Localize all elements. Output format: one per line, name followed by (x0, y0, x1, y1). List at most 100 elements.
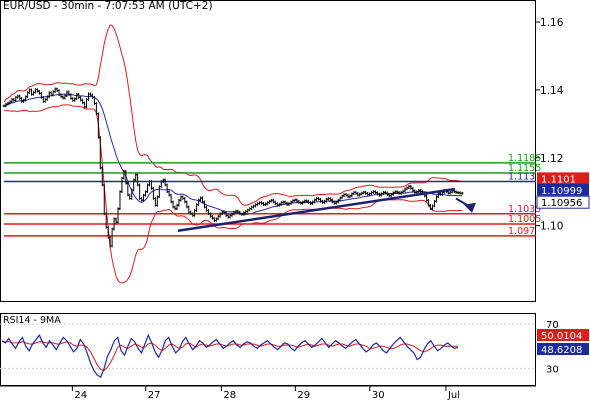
price-bar (138, 183, 142, 200)
level-label-4: 1.1005 (508, 214, 541, 225)
price-bar (356, 192, 360, 197)
price-bar (403, 187, 407, 193)
price-tick-label-3: 1.10 (540, 221, 563, 233)
price-bar (407, 184, 411, 190)
price-bar (256, 202, 260, 206)
price-bar (228, 214, 232, 219)
price-bar (226, 214, 230, 219)
price-bar (252, 204, 256, 209)
price-tag-red (537, 172, 589, 185)
price-bar (297, 199, 301, 204)
price-bar (181, 195, 185, 200)
price-bar (120, 176, 124, 194)
price-bar (352, 191, 356, 196)
price-bar (214, 217, 218, 222)
price-bar (250, 205, 254, 211)
price-bar (258, 201, 262, 205)
price-bar (354, 191, 358, 195)
price-bar (346, 193, 350, 199)
price-bar (411, 186, 415, 193)
price-bar (419, 189, 423, 194)
price-bar (94, 102, 98, 116)
price-tick-label-0: 1.16 (540, 17, 564, 29)
price-bar (132, 178, 136, 192)
price-bar (448, 190, 452, 195)
price-bar (71, 97, 75, 102)
time-tick-label-4: 30 (372, 390, 385, 400)
price-bar (342, 193, 346, 198)
price-bar (269, 198, 273, 203)
price-bar (212, 216, 216, 222)
price-bar (116, 207, 120, 224)
rsi-ma-value-tag (537, 329, 589, 341)
price-tick-label-2: 1.12 (540, 153, 563, 165)
price-bar (340, 194, 344, 200)
moving-average-line (3, 93, 462, 216)
time-tick-label-3: 29 (297, 390, 310, 400)
price-tag-blue (537, 183, 589, 196)
level-label-1: 1.1155 (508, 163, 541, 174)
price-bar (63, 94, 67, 100)
price-tag-outline (536, 195, 590, 209)
projection-arrow-head (464, 202, 476, 213)
price-bar (216, 214, 220, 221)
price-bar (254, 203, 258, 208)
price-bar (16, 94, 20, 99)
price-tick-label-1: 1.14 (540, 85, 564, 97)
rsi-ma-value-label: 50.0104 (541, 331, 582, 342)
level-label-0: 1.1185 (508, 153, 541, 164)
price-bar (61, 95, 65, 100)
price-bar (295, 198, 299, 203)
price-bar (315, 197, 319, 202)
price-bar (81, 98, 85, 105)
price-bar (157, 185, 161, 199)
price-bar (348, 194, 352, 199)
price-bar (358, 192, 362, 197)
price-bar (265, 201, 269, 206)
level-label-2: 1.113 (508, 172, 535, 183)
price-bar (370, 191, 374, 196)
price-bars (2, 87, 464, 248)
chart-title: EUR/USD - 30min - 7:07:53 AM (UTC+2) (3, 0, 213, 12)
trendline (177, 187, 456, 232)
price-bar (405, 186, 409, 191)
level-label-5: 1.097 (508, 226, 535, 237)
time-tick-label-5: Jul (447, 390, 460, 400)
rsi-value-label: 48.6208 (541, 345, 582, 356)
price-bar (124, 170, 128, 185)
price-bar (360, 191, 364, 196)
price-bar (31, 90, 35, 96)
price-bar (173, 205, 177, 211)
price-bar (35, 88, 39, 93)
rsi-title: RSI14 - 9MA (3, 315, 61, 326)
time-tick-label-2: 28 (223, 390, 236, 400)
price-bar (366, 192, 370, 196)
rsi-tick-label-1: 30 (546, 364, 559, 375)
rsi-tick-label-0: 70 (546, 320, 559, 331)
rsi-line (1, 333, 459, 379)
price-tag-label-1: 1.10999 (541, 186, 582, 197)
price-bar (374, 190, 378, 195)
price-bar (88, 92, 92, 97)
price-bar (136, 173, 140, 187)
price-bar (118, 190, 122, 211)
price-bar (210, 214, 214, 220)
price-bar (33, 88, 37, 94)
price-bar (261, 201, 265, 206)
price-bar (55, 87, 59, 92)
price-bar (151, 186, 155, 200)
price-bar (12, 98, 16, 102)
price-bar (409, 184, 413, 190)
price-bar (460, 191, 464, 195)
price-bar (271, 198, 275, 204)
price-bar (28, 88, 32, 94)
price-bar (267, 199, 271, 204)
price-bar (273, 200, 277, 205)
price-tag-label-2: 1.10956 (541, 198, 582, 209)
price-bar (18, 94, 22, 100)
level-label-3: 1.1035 (508, 204, 541, 215)
price-bar (364, 190, 368, 195)
rsi-value-tag (537, 343, 589, 355)
price-bar (140, 197, 144, 202)
